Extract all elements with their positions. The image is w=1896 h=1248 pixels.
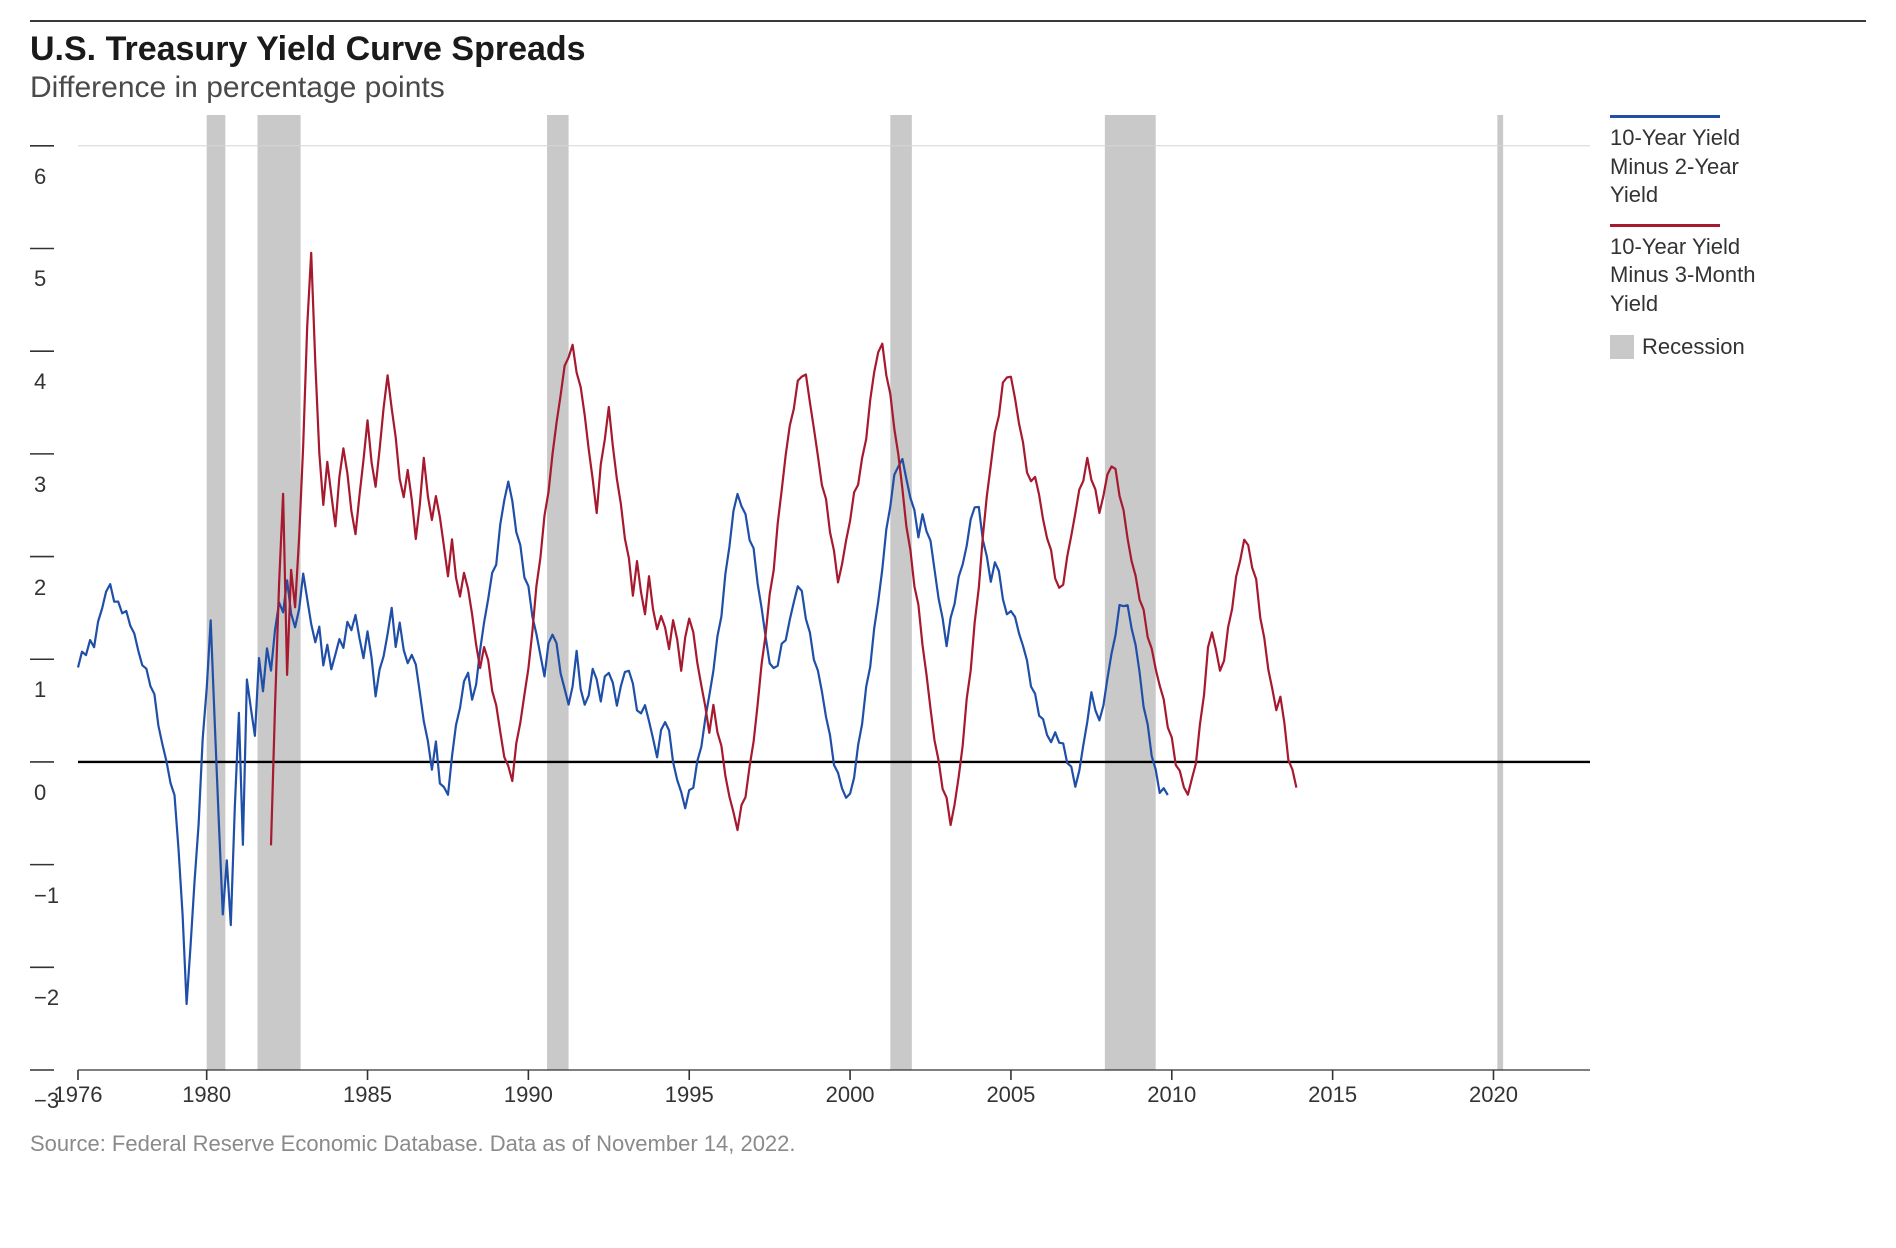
x-tick-label: 1990 — [504, 1082, 553, 1108]
y-tick-label: 0 — [34, 780, 74, 806]
y-tick-label: 6 — [34, 164, 74, 190]
y-tick-label: −2 — [34, 985, 74, 1011]
x-tick-label: 1976 — [54, 1082, 103, 1108]
recession-band — [1497, 115, 1503, 1070]
chart-subtitle: Difference in percentage points — [30, 71, 1866, 105]
x-tick-label: 2015 — [1308, 1082, 1357, 1108]
chart-row: −3−2−10123456197619801985199019952000200… — [30, 115, 1866, 1105]
legend-recession-swatch — [1610, 335, 1634, 359]
x-tick-label: 1995 — [665, 1082, 714, 1108]
legend-item-recession: Recession — [1610, 333, 1850, 362]
recession-band — [1105, 115, 1156, 1070]
legend-item-10y-3m: 10-Year YieldMinus 3-MonthYield — [1610, 224, 1850, 319]
chart-svg — [30, 115, 1590, 1105]
legend-label-line: Minus 2-Year — [1610, 153, 1850, 182]
x-tick-label: 1985 — [343, 1082, 392, 1108]
x-tick-label: 2000 — [826, 1082, 875, 1108]
recession-band — [547, 115, 569, 1070]
legend-label-line: 10-Year Yield — [1610, 124, 1850, 153]
recession-band — [890, 115, 912, 1070]
legend-item-10y-2y: 10-Year YieldMinus 2-YearYield — [1610, 115, 1850, 210]
y-tick-label: 2 — [34, 575, 74, 601]
legend-label-line: Minus 3-Month — [1610, 261, 1850, 290]
top-rule — [30, 20, 1866, 22]
recession-band — [207, 115, 226, 1070]
y-tick-label: 5 — [34, 266, 74, 292]
x-tick-label: 2020 — [1469, 1082, 1518, 1108]
x-tick-label: 2010 — [1147, 1082, 1196, 1108]
y-tick-label: 4 — [34, 369, 74, 395]
plot-area: −3−2−10123456197619801985199019952000200… — [30, 115, 1590, 1105]
y-tick-label: 3 — [34, 472, 74, 498]
chart-container: U.S. Treasury Yield Curve Spreads Differ… — [0, 0, 1896, 1248]
legend-recession-label: Recession — [1642, 333, 1745, 362]
legend-swatch — [1610, 224, 1720, 227]
legend-swatch — [1610, 115, 1720, 118]
chart-title: U.S. Treasury Yield Curve Spreads — [30, 30, 1866, 69]
x-tick-label: 1980 — [182, 1082, 231, 1108]
source-note: Source: Federal Reserve Economic Databas… — [30, 1131, 1866, 1157]
legend-label-line: 10-Year Yield — [1610, 233, 1850, 262]
legend: 10-Year YieldMinus 2-YearYield10-Year Yi… — [1590, 115, 1850, 1105]
legend-label-line: Yield — [1610, 290, 1850, 319]
legend-label-line: Yield — [1610, 181, 1850, 210]
y-tick-label: 1 — [34, 677, 74, 703]
x-tick-label: 2005 — [986, 1082, 1035, 1108]
y-tick-label: −1 — [34, 883, 74, 909]
